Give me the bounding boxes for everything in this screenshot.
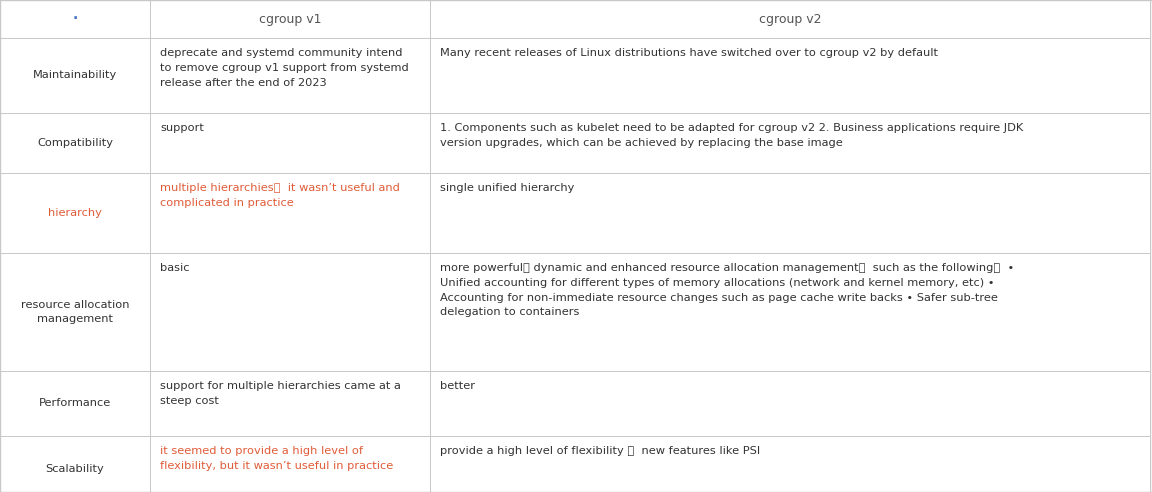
Bar bbox=[150, 0, 430, 38]
Bar bbox=[430, 253, 1150, 371]
Bar bbox=[430, 38, 1150, 113]
Text: Many recent releases of Linux distributions have switched over to cgroup v2 by d: Many recent releases of Linux distributi… bbox=[440, 48, 938, 58]
Bar bbox=[150, 38, 430, 113]
Bar bbox=[0, 371, 150, 436]
Text: single unified hierarchy: single unified hierarchy bbox=[440, 183, 575, 193]
Text: hierarchy: hierarchy bbox=[48, 208, 101, 218]
Bar bbox=[0, 173, 150, 253]
Bar bbox=[430, 436, 1150, 492]
Text: basic: basic bbox=[160, 263, 189, 273]
Bar bbox=[0, 38, 150, 113]
Bar bbox=[150, 436, 430, 492]
Text: ·: · bbox=[73, 12, 77, 26]
Bar bbox=[0, 436, 150, 492]
Bar bbox=[0, 0, 150, 38]
Text: resource allocation
management: resource allocation management bbox=[21, 300, 129, 324]
Text: better: better bbox=[440, 381, 475, 391]
Text: cgroup v1: cgroup v1 bbox=[259, 12, 321, 26]
Text: more powerful、 dynamic and enhanced resource allocation management，  such as the: more powerful、 dynamic and enhanced reso… bbox=[440, 263, 1014, 317]
Bar bbox=[430, 173, 1150, 253]
Bar bbox=[150, 371, 430, 436]
Text: Scalability: Scalability bbox=[46, 463, 105, 473]
Text: support for multiple hierarchies came at a
steep cost: support for multiple hierarchies came at… bbox=[160, 381, 401, 406]
Text: deprecate and systemd community intend
to remove cgroup v1 support from systemd
: deprecate and systemd community intend t… bbox=[160, 48, 409, 88]
Bar bbox=[0, 253, 150, 371]
Text: support: support bbox=[160, 123, 204, 133]
Text: cgroup v2: cgroup v2 bbox=[759, 12, 821, 26]
Bar bbox=[430, 371, 1150, 436]
Bar bbox=[430, 113, 1150, 173]
Text: it seemed to provide a high level of
flexibility, but it wasn’t useful in practi: it seemed to provide a high level of fle… bbox=[160, 446, 393, 471]
Bar bbox=[0, 113, 150, 173]
Text: Compatibility: Compatibility bbox=[37, 138, 113, 148]
Text: Performance: Performance bbox=[39, 399, 111, 408]
Bar bbox=[430, 0, 1150, 38]
Bar bbox=[150, 113, 430, 173]
Bar bbox=[150, 253, 430, 371]
Text: 1. Components such as kubelet need to be adapted for cgroup v2 2. Business appli: 1. Components such as kubelet need to be… bbox=[440, 123, 1023, 148]
Text: multiple hierarchies，  it wasn’t useful and
complicated in practice: multiple hierarchies， it wasn’t useful a… bbox=[160, 183, 400, 208]
Text: Maintainability: Maintainability bbox=[33, 70, 118, 81]
Text: provide a high level of flexibility ，  new features like PSI: provide a high level of flexibility ， ne… bbox=[440, 446, 760, 456]
Bar bbox=[150, 173, 430, 253]
